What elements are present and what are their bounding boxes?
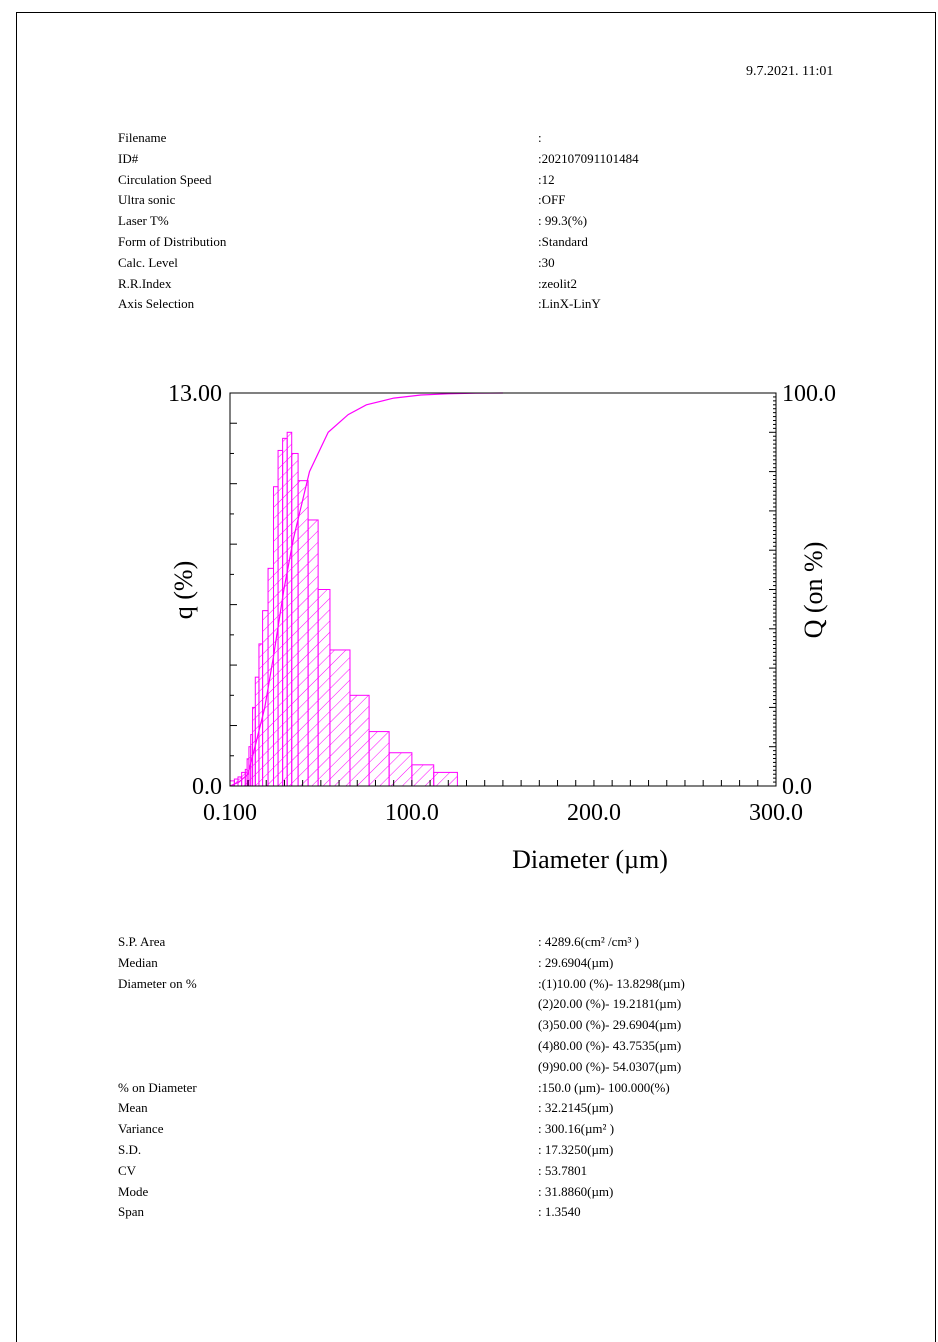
stats-label: Diameter on % <box>118 974 197 995</box>
histogram-bar <box>350 695 369 786</box>
histogram-bar <box>268 568 273 786</box>
stats-label: CV <box>118 1161 136 1182</box>
histogram-bar <box>298 481 308 786</box>
histogram-bar <box>278 450 283 786</box>
histogram-bar <box>263 611 268 786</box>
particle-size-chart: 0.100 100.0 200.0 300.00.013.000.0100.0Diam… <box>0 0 938 900</box>
stats-label: Median <box>118 953 158 974</box>
histogram-bar <box>274 487 279 786</box>
y-right-axis-title: Q (on %) <box>799 542 828 639</box>
stats-label: S.D. <box>118 1140 141 1161</box>
x-tick-label: 200.0 <box>567 800 621 826</box>
y-left-tick-label: 0.0 <box>192 774 222 800</box>
stats-value: (3)50.00 (%)- 29.6904(µm) <box>538 1015 681 1036</box>
stats-label: % on Diameter <box>118 1078 197 1099</box>
histogram-bar <box>259 644 263 786</box>
histogram-bar <box>292 453 298 786</box>
stats-label: Span <box>118 1202 144 1223</box>
histogram-bar <box>308 520 318 786</box>
stats-value: : 1.3540 <box>538 1202 581 1223</box>
y-right-tick-label: 0.0 <box>782 774 812 800</box>
histogram-bar <box>287 432 292 786</box>
x-tick-label: 100.0 <box>385 800 439 826</box>
x-tick-label: 0.100 <box>203 800 257 826</box>
histogram-bar <box>369 732 389 786</box>
histogram-bar <box>318 590 330 787</box>
y-left-axis-title: q (%) <box>169 561 198 619</box>
stats-value: :(1)10.00 (%)- 13.8298(µm) <box>538 974 685 995</box>
x-axis-title: Diameter (µm) <box>512 845 668 874</box>
stats-value: (9)90.00 (%)- 54.0307(µm) <box>538 1057 681 1078</box>
stats-label: Mean <box>118 1098 148 1119</box>
stats-value: : 29.6904(µm) <box>538 953 613 974</box>
stats-value: (4)80.00 (%)- 43.7535(µm) <box>538 1036 681 1057</box>
stats-label: S.P. Area <box>118 932 165 953</box>
y-left-tick-label: 13.00 <box>168 381 222 407</box>
histogram-bar <box>283 438 288 786</box>
histogram-bar <box>434 772 458 786</box>
x-tick-label: 300.0 <box>749 800 803 826</box>
stats-value: (2)20.00 (%)- 19.2181(µm) <box>538 994 681 1015</box>
stats-value: :150.0 (µm)- 100.000(%) <box>538 1078 670 1099</box>
y-right-tick-label: 100.0 <box>782 381 836 407</box>
stats-label: Variance <box>118 1119 163 1140</box>
stats-label: Mode <box>118 1182 148 1203</box>
stats-value: : 17.3250(µm) <box>538 1140 613 1161</box>
stats-value: : 300.16(µm² ) <box>538 1119 614 1140</box>
stats-value: : 53.7801 <box>538 1161 587 1182</box>
stats-value: : 31.8860(µm) <box>538 1182 613 1203</box>
stats-value: : 4289.6(cm² /cm³ ) <box>538 932 639 953</box>
histogram-bar <box>389 753 412 786</box>
stats-value: : 32.2145(µm) <box>538 1098 613 1119</box>
histogram-bar <box>330 650 350 786</box>
